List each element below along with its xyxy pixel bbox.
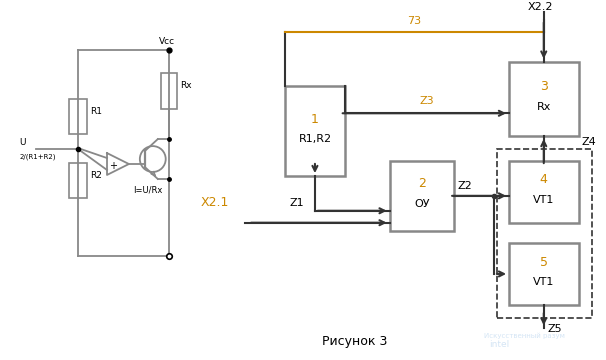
- Bar: [497, 149, 591, 318]
- Bar: [509, 243, 579, 305]
- Bar: [161, 73, 177, 109]
- Text: Z5: Z5: [548, 324, 562, 334]
- Bar: [390, 161, 454, 231]
- Text: Z4: Z4: [582, 137, 596, 147]
- Text: VT1: VT1: [533, 195, 554, 205]
- Text: X2.1: X2.1: [201, 196, 229, 209]
- Text: Rx: Rx: [179, 81, 191, 90]
- Text: X2.2: X2.2: [528, 2, 553, 12]
- Text: Z2: Z2: [457, 181, 472, 191]
- Bar: [509, 161, 579, 223]
- Text: 3: 3: [540, 80, 548, 93]
- Bar: [69, 99, 87, 134]
- Text: 1: 1: [311, 113, 319, 126]
- Text: Z1: Z1: [290, 198, 304, 208]
- Text: U: U: [19, 138, 26, 147]
- Text: Rx: Rx: [536, 102, 551, 112]
- Text: ОУ: ОУ: [414, 199, 430, 209]
- Text: I=U/Rx: I=U/Rx: [133, 186, 162, 195]
- Text: 2/(R1+R2): 2/(R1+R2): [19, 153, 56, 159]
- Text: Z3: Z3: [419, 96, 434, 106]
- Bar: [69, 163, 87, 198]
- Text: R1,R2: R1,R2: [298, 134, 331, 144]
- Text: Искусственный разум: Искусственный разум: [484, 333, 565, 339]
- Text: Рисунок 3: Рисунок 3: [322, 335, 387, 348]
- Text: R1: R1: [90, 107, 102, 116]
- Text: 73: 73: [407, 16, 422, 26]
- Text: intel: intel: [489, 340, 509, 349]
- Text: 4: 4: [540, 174, 548, 186]
- Text: R2: R2: [90, 171, 102, 180]
- Text: VT1: VT1: [533, 277, 554, 287]
- Text: Vcc: Vcc: [159, 37, 175, 46]
- Bar: [509, 62, 579, 136]
- Text: 2: 2: [418, 177, 426, 190]
- Text: +: +: [109, 161, 117, 171]
- Text: 5: 5: [540, 256, 548, 269]
- Bar: [285, 86, 345, 176]
- Circle shape: [140, 146, 165, 172]
